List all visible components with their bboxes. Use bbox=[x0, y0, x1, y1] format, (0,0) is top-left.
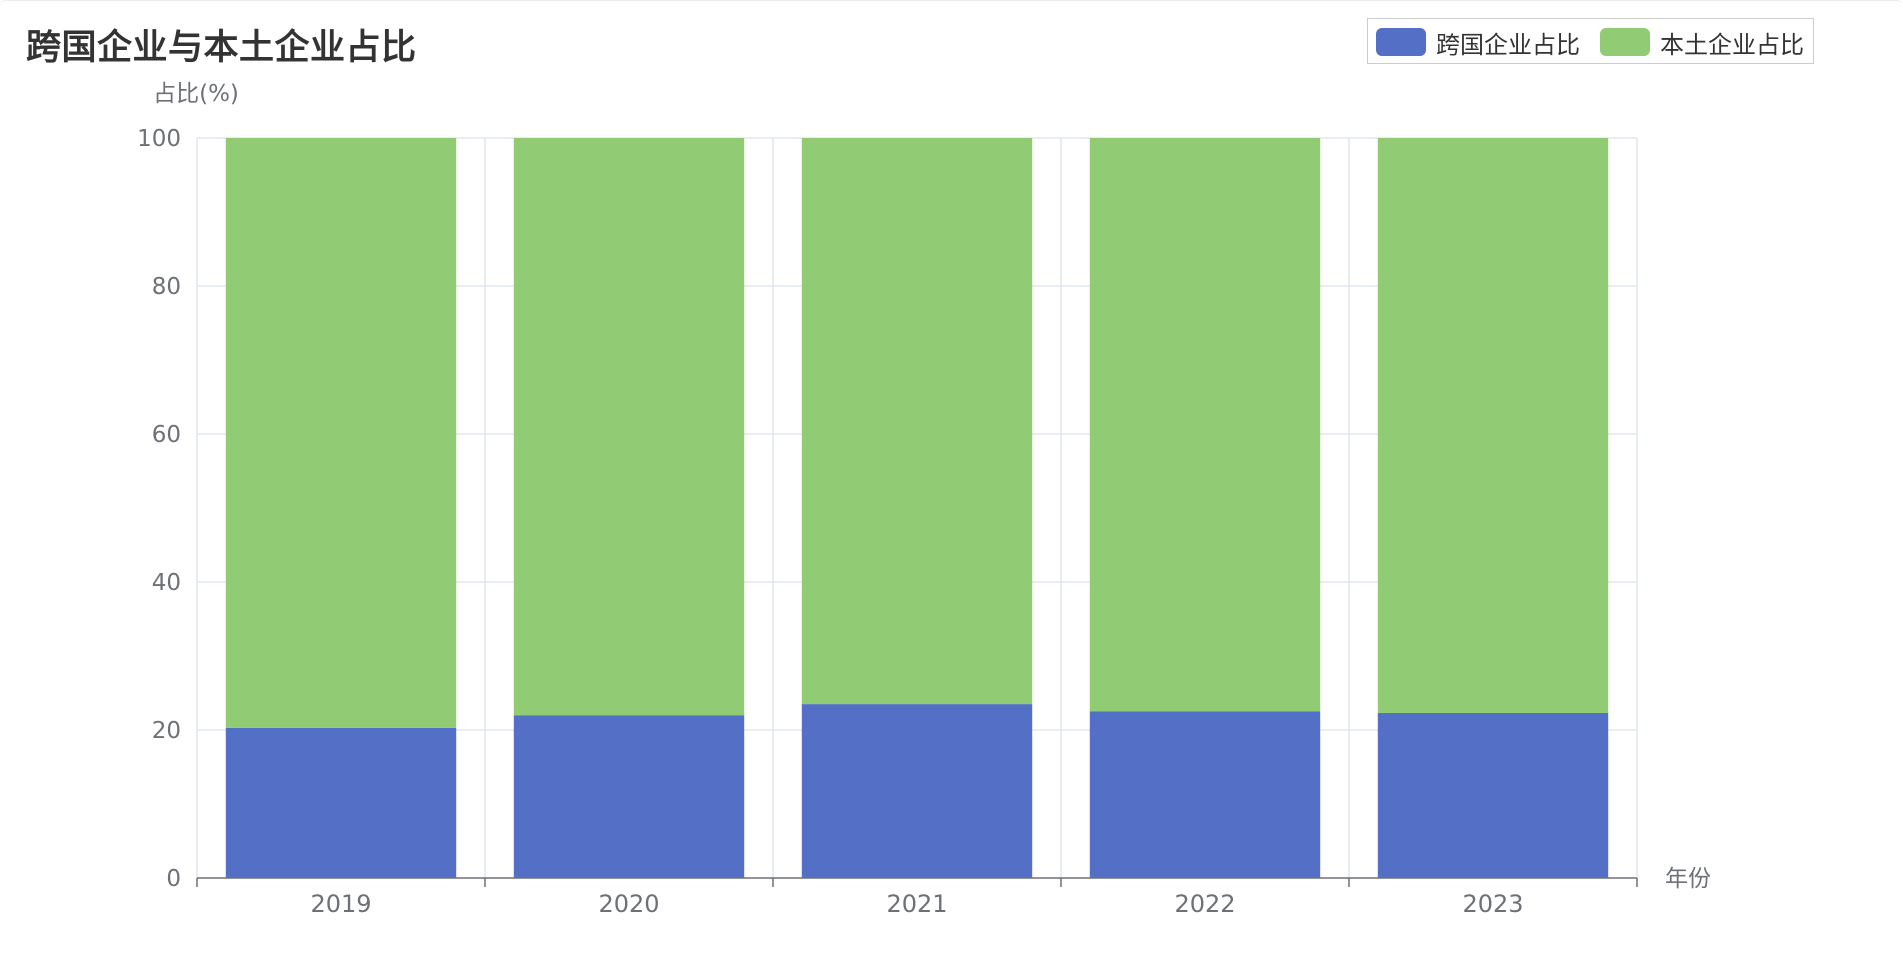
x-tick-label: 2023 bbox=[1462, 890, 1523, 918]
x-axis-label: 年份 bbox=[1665, 866, 1711, 892]
bar-2021-series-0 bbox=[801, 704, 1033, 878]
legend-swatch-series-1 bbox=[1600, 28, 1650, 56]
bars bbox=[225, 138, 1609, 878]
chart-legend: 跨国企业占比 本土企业占比 bbox=[1367, 18, 1814, 64]
x-tick-label: 2021 bbox=[886, 890, 947, 918]
bar-2019-series-0 bbox=[225, 727, 457, 878]
y-tick-label: 60 bbox=[152, 422, 181, 448]
y-axis-label: 占比(%) bbox=[153, 81, 239, 107]
y-tick-label: 100 bbox=[137, 126, 181, 152]
bar-2020-series-1 bbox=[513, 138, 745, 716]
y-tick-label: 40 bbox=[152, 570, 181, 596]
bar-2020-series-0 bbox=[513, 715, 745, 878]
bar-2019-series-1 bbox=[225, 138, 457, 728]
bar-2023-series-1 bbox=[1377, 138, 1609, 713]
legend-item-series-0[interactable]: 跨国企业占比 bbox=[1376, 19, 1580, 65]
chart-title: 跨国企业与本土企业占比 bbox=[26, 28, 417, 68]
axes: 0 20 40 60 80 100 2019 2020 2021 2022 2023 占比(%) 年份 bbox=[137, 81, 1711, 918]
x-tick-label: 2022 bbox=[1174, 890, 1235, 918]
bar-2022-series-1 bbox=[1089, 138, 1321, 712]
y-tick-label: 80 bbox=[152, 274, 181, 300]
legend-item-series-1[interactable]: 本土企业占比 bbox=[1600, 19, 1804, 65]
bar-2023-series-0 bbox=[1377, 712, 1609, 878]
legend-label-series-1: 本土企业占比 bbox=[1660, 30, 1804, 59]
bar-2022-series-0 bbox=[1089, 711, 1321, 878]
x-tick-label: 2019 bbox=[310, 890, 371, 918]
bar-2021-series-1 bbox=[801, 138, 1033, 705]
y-tick-label: 20 bbox=[152, 718, 181, 744]
legend-label-series-0: 跨国企业占比 bbox=[1436, 30, 1580, 59]
y-tick-label: 0 bbox=[166, 866, 181, 892]
x-tick-label: 2020 bbox=[598, 890, 659, 918]
legend-swatch-series-0 bbox=[1376, 28, 1426, 56]
